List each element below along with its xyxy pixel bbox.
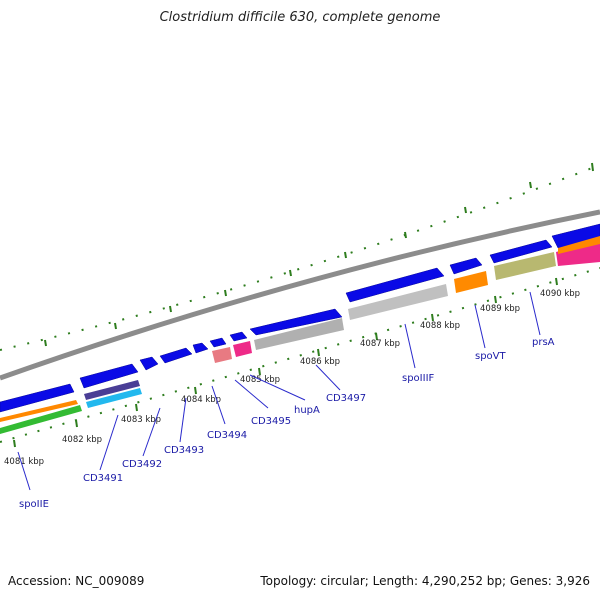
genome-backbone xyxy=(0,209,600,381)
kbp-label: 4087 kbp xyxy=(360,339,400,349)
gene-CD3494b[interactable] xyxy=(209,337,227,348)
gene-CD3491[interactable] xyxy=(79,363,139,389)
accession-text: Accession: NC_009089 xyxy=(8,574,145,588)
kbp-label: 4089 kbp xyxy=(480,304,520,314)
rev-pink[interactable] xyxy=(233,341,252,357)
gene-CD3492[interactable] xyxy=(139,356,159,371)
rev-salmon[interactable] xyxy=(212,347,232,363)
rev-olive[interactable] xyxy=(494,252,556,280)
gene-label[interactable]: CD3493 xyxy=(164,445,204,456)
rev-orange-2[interactable] xyxy=(454,271,488,293)
topology-text: Topology: circular; Length: 4,290,252 bp… xyxy=(260,574,590,588)
rev-cyan[interactable] xyxy=(86,388,142,408)
rev-purple[interactable] xyxy=(84,380,140,400)
gene-label[interactable]: hupA xyxy=(294,405,320,416)
reverse-genes[interactable] xyxy=(0,236,600,434)
rev-green[interactable] xyxy=(0,405,82,434)
kbp-label: 4086 kbp xyxy=(300,357,340,367)
gene-spoIIE[interactable] xyxy=(0,383,75,413)
kbp-label: 4081 kbp xyxy=(4,457,44,467)
inner-tick-ring xyxy=(0,267,600,443)
kbp-label: 4083 kbp xyxy=(121,415,161,425)
inner-major-ticks xyxy=(13,277,558,448)
gene-prsA[interactable] xyxy=(489,239,553,264)
gene-label[interactable]: CD3492 xyxy=(122,459,162,470)
gene-spoVT[interactable] xyxy=(449,257,483,275)
gene-CD3494a[interactable] xyxy=(192,342,209,354)
gene-label[interactable]: CD3497 xyxy=(326,393,366,404)
kbp-label: 4082 kbp xyxy=(62,435,102,445)
outer-major-ticks xyxy=(44,162,594,347)
gene-label[interactable]: spoIIIF xyxy=(402,373,435,384)
gene-CD3493[interactable] xyxy=(159,347,193,364)
gene-label[interactable]: spoVT xyxy=(475,351,507,362)
gene-label[interactable]: CD3494 xyxy=(207,430,247,441)
forward-genes[interactable] xyxy=(0,223,600,413)
rev-gray-2[interactable] xyxy=(348,284,448,320)
gene-hupA[interactable] xyxy=(249,308,343,336)
gene-label[interactable]: spoIIE xyxy=(19,499,49,510)
gene-label-lines xyxy=(17,291,541,491)
gene-spoIIIF[interactable] xyxy=(345,267,445,303)
kbp-label: 4088 kbp xyxy=(420,321,460,331)
kbp-label: 4090 kbp xyxy=(540,289,580,299)
rev-orange-3[interactable] xyxy=(558,236,600,254)
gene-label[interactable]: CD3495 xyxy=(251,416,291,427)
kbp-label: 4084 kbp xyxy=(181,395,221,405)
genome-title: Clostridium difficile 630, complete geno… xyxy=(159,10,441,25)
gene-label[interactable]: prsA xyxy=(532,337,555,348)
gene-label[interactable]: CD3491 xyxy=(83,473,123,484)
rev-gray-1[interactable] xyxy=(254,318,344,350)
gene-CD3495[interactable] xyxy=(229,331,248,342)
rev-orange[interactable] xyxy=(0,400,78,422)
